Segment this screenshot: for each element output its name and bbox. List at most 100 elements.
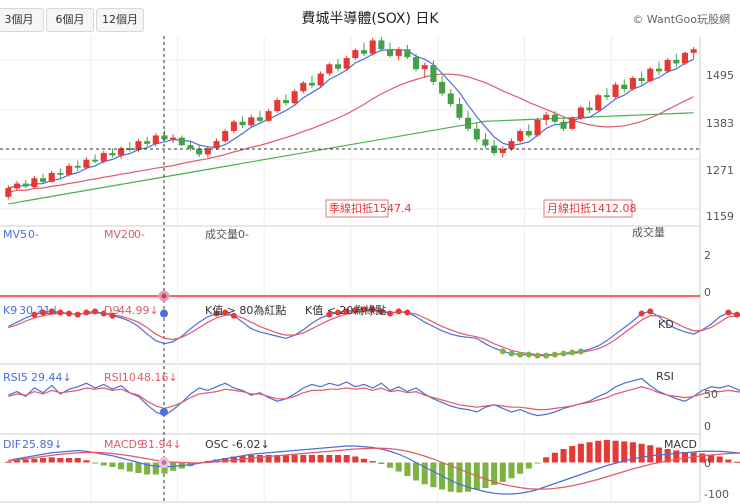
osc-bar <box>465 462 472 492</box>
osc-bar <box>66 458 73 463</box>
candle-body <box>100 153 107 162</box>
legend-d9-value: 44.99↓ <box>118 304 159 317</box>
legend-dif-name: DIF <box>3 438 21 451</box>
price-tick: 1495 <box>706 69 734 82</box>
osc-bar <box>13 460 21 463</box>
osc-bar <box>404 462 411 476</box>
kd-red-dot <box>57 309 64 316</box>
candle-body <box>430 65 437 82</box>
candle <box>326 62 333 76</box>
macd-tick: -100 <box>704 488 729 501</box>
candle <box>456 97 463 120</box>
candle-body <box>144 141 151 144</box>
candle-body <box>343 58 350 69</box>
kd-red-dot <box>213 310 220 317</box>
candle-body <box>326 64 333 74</box>
kd-red-dot <box>326 311 333 318</box>
osc-bar <box>543 457 550 463</box>
candle <box>248 114 255 127</box>
candle-body <box>369 40 376 54</box>
osc-bar <box>118 462 125 470</box>
kd-green-dot <box>543 352 550 359</box>
kd-title: KD <box>658 318 674 331</box>
candle <box>655 61 662 75</box>
osc-bar <box>603 440 610 463</box>
candle <box>274 97 281 113</box>
candle-body <box>308 82 315 86</box>
price-tick: 1271 <box>706 164 734 177</box>
annotation-month-line: 月線扣抵1412.08 <box>543 199 637 218</box>
candle-body <box>413 57 420 70</box>
osc-bar <box>230 456 237 463</box>
candle-body <box>603 95 610 97</box>
candle <box>152 133 159 147</box>
candle-body <box>517 131 524 142</box>
candle-body <box>187 145 194 149</box>
range-button-3m[interactable]: 3個月 <box>0 8 44 32</box>
candle-body <box>551 114 558 122</box>
candle <box>126 142 133 152</box>
osc-bar <box>343 455 350 463</box>
candle <box>239 116 246 128</box>
candle <box>66 163 73 177</box>
legend-mv5-name: MV5 <box>3 228 27 241</box>
osc-bar <box>152 462 159 475</box>
kd-series-line-1 <box>8 310 740 356</box>
candle <box>404 44 411 59</box>
candle-body <box>126 148 133 150</box>
kd-green-dot <box>534 352 541 359</box>
candle <box>447 89 454 107</box>
kd-red-dot <box>725 309 732 316</box>
osc-bar <box>74 458 81 463</box>
candle <box>334 58 342 72</box>
ma20-line <box>8 73 694 194</box>
osc-bar <box>647 445 654 463</box>
candle-body <box>170 137 177 140</box>
osc-bar <box>135 462 142 473</box>
candle-body <box>118 148 125 156</box>
candle-body <box>256 117 263 121</box>
osc-bar <box>699 453 706 463</box>
kd-red-dot <box>395 308 402 315</box>
legend-rsi10-value: 48.16↓ <box>137 371 178 384</box>
kd-red-dot <box>92 308 99 315</box>
osc-bar <box>612 440 619 463</box>
candle <box>638 71 645 85</box>
macd-tick: 0 <box>704 457 711 470</box>
candle <box>647 66 654 83</box>
osc-bar <box>5 461 12 463</box>
osc-bar <box>48 457 55 463</box>
range-button-12m[interactable]: 12個月 <box>96 8 144 32</box>
rsi-title: RSI <box>656 370 674 383</box>
candle-body <box>655 68 662 72</box>
osc-bar <box>595 440 602 463</box>
kd-red-dot <box>334 309 341 316</box>
annotation-box <box>543 199 633 218</box>
rsi-tick: 50 <box>704 388 718 401</box>
osc-bar <box>569 446 576 463</box>
candle-body <box>274 100 281 112</box>
osc-bar <box>282 455 289 463</box>
candle-body <box>66 165 73 175</box>
candle <box>534 117 541 137</box>
annotation-text: 月線扣抵1412.08 <box>547 201 637 215</box>
osc-bar <box>161 462 168 474</box>
kd-green-dot <box>569 349 576 356</box>
candle-body <box>74 165 81 168</box>
candle <box>170 134 177 143</box>
osc-bar <box>308 455 315 463</box>
osc-bar <box>517 462 524 474</box>
candle <box>378 36 385 52</box>
range-button-6m[interactable]: 6個月 <box>46 8 94 32</box>
candle-body <box>291 91 298 104</box>
candle-body <box>178 137 185 146</box>
candle-body <box>629 77 636 90</box>
osc-bar <box>31 458 38 463</box>
kd-red-dot <box>647 308 654 315</box>
osc-bar <box>413 462 420 481</box>
osc-bar <box>326 455 333 463</box>
kd-red-dot <box>638 310 645 317</box>
legend-osc-value: -6.02↓ <box>232 438 270 451</box>
candle <box>92 154 99 164</box>
